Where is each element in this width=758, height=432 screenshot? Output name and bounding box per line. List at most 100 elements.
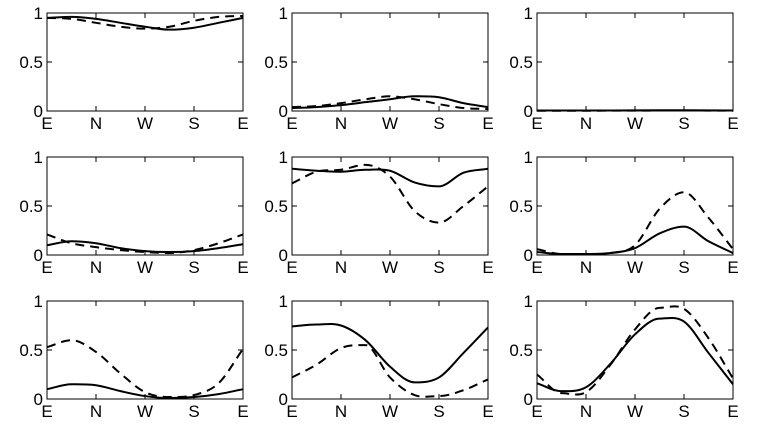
y-tick-label: 1 (279, 148, 288, 167)
x-tick-label: E (286, 114, 297, 133)
axes-frame (291, 300, 489, 400)
y-tick-label: 0 (524, 102, 533, 121)
y-tick-label: 1 (524, 4, 533, 23)
x-tick-label: S (433, 402, 444, 421)
panel-2-1: 0 0.5 1 E N W S E (19, 148, 248, 277)
y-tick-label: 0 (524, 246, 533, 265)
y-tick-label: 0 (34, 102, 43, 121)
x-tick-label: N (90, 258, 102, 277)
x-tick-label: N (580, 402, 592, 421)
x-tick-label: S (188, 258, 199, 277)
x-tick-label: E (41, 258, 52, 277)
x-tick-label: W (382, 402, 398, 421)
x-tick-label: N (580, 114, 592, 133)
y-tick-label: 0 (279, 390, 288, 409)
dashed-series-line (46, 339, 244, 399)
x-tick-label: W (627, 258, 643, 277)
y-tick-label: 0.5 (19, 53, 43, 72)
x-tick-label: S (678, 258, 689, 277)
panel-2-2: 0 0.5 1 E N W S E (264, 148, 493, 277)
y-tick-label: 1 (34, 292, 43, 311)
x-tick-label: W (627, 402, 643, 421)
y-tick-label: 0 (34, 246, 43, 265)
axes-frame (46, 156, 244, 256)
axes-frame (536, 156, 734, 256)
y-tick-label: 1 (524, 148, 533, 167)
x-tick-label: S (188, 402, 199, 421)
y-tick-label: 0.5 (19, 341, 43, 360)
panel-1-1: 0 0.5 1 E N W S E (19, 4, 248, 133)
x-tick-label: E (237, 258, 248, 277)
x-tick-label: W (137, 402, 153, 421)
x-tick-label: E (482, 258, 493, 277)
y-tick-label: 0.5 (264, 197, 288, 216)
solid-series-line (291, 323, 489, 384)
x-tick-label: E (727, 402, 738, 421)
dashed-series-line (536, 191, 734, 256)
panel-2-3: 0 0.5 1 E N W S E (509, 148, 738, 277)
y-tick-label: 1 (524, 292, 533, 311)
x-tick-label: E (727, 114, 738, 133)
y-tick-label: 0.5 (509, 197, 533, 216)
y-tick-label: 0 (34, 390, 43, 409)
x-tick-label: S (433, 114, 444, 133)
x-tick-label: S (188, 114, 199, 133)
x-tick-label: N (90, 114, 102, 133)
x-tick-label: E (286, 402, 297, 421)
x-tick-label: E (286, 258, 297, 277)
x-tick-label: S (678, 114, 689, 133)
y-tick-label: 0.5 (19, 197, 43, 216)
dashed-series-line (291, 95, 489, 111)
x-tick-label: N (90, 402, 102, 421)
solid-series-line (291, 95, 489, 110)
solid-series-line (46, 383, 244, 400)
axes-frame (536, 300, 734, 400)
solid-series-line (536, 225, 734, 256)
x-tick-label: N (580, 258, 592, 277)
x-tick-label: W (382, 258, 398, 277)
x-tick-label: E (531, 258, 542, 277)
dashed-series-line (46, 14, 244, 30)
y-tick-label: 0 (279, 246, 288, 265)
panel-3-3: 0 0.5 1 E N W S E (509, 292, 738, 421)
y-tick-label: 0.5 (264, 341, 288, 360)
x-tick-label: E (531, 114, 542, 133)
x-tick-label: W (382, 114, 398, 133)
panel-1-2: 0 0.5 1 E N W S E (264, 4, 493, 133)
y-tick-label: 0 (524, 390, 533, 409)
x-tick-label: N (335, 258, 347, 277)
y-tick-label: 1 (279, 292, 288, 311)
x-tick-label: E (237, 114, 248, 133)
panel-1-3: 0 0.5 1 E N W S E (509, 4, 738, 133)
x-tick-label: W (137, 258, 153, 277)
x-tick-label: N (335, 402, 347, 421)
panel-3-2: 0 0.5 1 E N W S E (264, 292, 493, 421)
dashed-series-line (46, 233, 244, 255)
x-tick-label: E (237, 402, 248, 421)
x-tick-label: N (335, 114, 347, 133)
y-tick-label: 0.5 (509, 341, 533, 360)
y-tick-label: 0.5 (509, 53, 533, 72)
dashed-series-line (291, 344, 489, 398)
x-tick-label: E (482, 114, 493, 133)
x-tick-label: E (727, 258, 738, 277)
x-tick-label: E (41, 114, 52, 133)
x-tick-label: S (678, 402, 689, 421)
y-tick-label: 1 (34, 148, 43, 167)
panel-3-1: 0 0.5 1 E N W S E (19, 292, 248, 421)
dashed-series-line (536, 305, 734, 396)
y-tick-label: 0 (279, 102, 288, 121)
solid-series-line (536, 316, 734, 393)
y-tick-label: 1 (34, 4, 43, 23)
y-tick-label: 0.5 (264, 53, 288, 72)
x-tick-label: E (482, 402, 493, 421)
y-tick-label: 1 (279, 4, 288, 23)
solid-series-line (46, 15, 244, 31)
x-tick-label: E (41, 402, 52, 421)
x-tick-label: W (137, 114, 153, 133)
x-tick-label: W (627, 114, 643, 133)
x-tick-label: E (531, 402, 542, 421)
x-tick-label: S (433, 258, 444, 277)
axes-frame (536, 12, 734, 112)
